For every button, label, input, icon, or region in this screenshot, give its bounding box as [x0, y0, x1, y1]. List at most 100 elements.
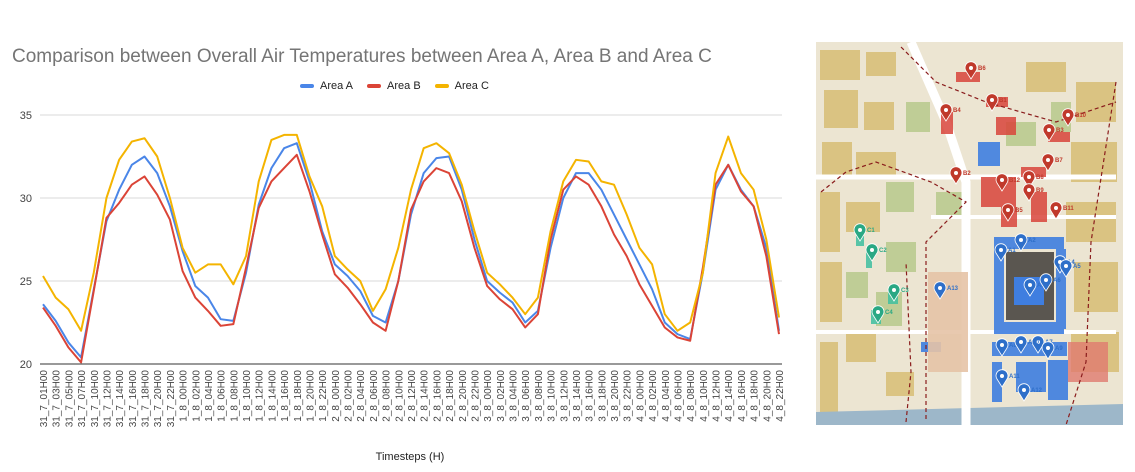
x-tick-label: 2_8_10H00: [394, 370, 405, 422]
map-marker-a6: A6: [1039, 273, 1061, 292]
map-marker-b4: B4: [939, 103, 961, 122]
map-marker-c4: C4: [871, 305, 893, 324]
map-marker-a2: A2: [1014, 233, 1036, 252]
map-marker-b6: B6: [964, 61, 986, 80]
svg-text:B7: B7: [1055, 158, 1063, 164]
legend-item-area-b[interactable]: Area B: [367, 80, 421, 92]
map-marker-a9: A9: [1041, 341, 1063, 360]
map-marker-a12: A12: [1017, 383, 1043, 402]
x-tick-label: 4_8_20H00: [762, 370, 773, 422]
y-tick-label: 35: [20, 110, 32, 122]
svg-text:A5: A5: [1073, 264, 1081, 270]
map-marker-b2: B2: [949, 166, 971, 185]
legend-swatch-area-c: [434, 84, 449, 88]
site-map-image: B6B1B4B10B3B2B7B12B11B8B5B9A1A2A3A4A5A6A…: [816, 42, 1123, 425]
y-tick-label: 30: [20, 193, 32, 205]
svg-text:B3: B3: [1056, 128, 1064, 134]
x-tick-label: 4_8_10H00: [699, 370, 710, 422]
x-tick-label: 3_8_00H00: [483, 370, 494, 422]
map-marker-c1: C1: [853, 223, 875, 242]
x-tick-label: 3_8_20H00: [610, 370, 621, 422]
legend-label-area-a: Area A: [320, 80, 354, 92]
svg-text:C4: C4: [885, 310, 893, 316]
svg-text:A10: A10: [1028, 340, 1040, 346]
map-marker-a1: A1: [994, 243, 1016, 262]
svg-text:C1: C1: [867, 228, 875, 234]
x-tick-label: 3_8_10H00: [547, 370, 558, 422]
grid-lines: [40, 114, 782, 365]
svg-text:A2: A2: [1028, 238, 1036, 244]
x-tick-label: 4_8_14H00: [724, 370, 735, 422]
x-axis-title: Timesteps (H): [375, 451, 445, 463]
site-map-drawing: B6B1B4B10B3B2B7B12B11B8B5B9A1A2A3A4A5A6A…: [816, 42, 1123, 425]
svg-text:A6: A6: [1053, 278, 1061, 284]
x-tick-label: 4_8_12H00: [712, 370, 723, 422]
x-tick-label: 2_8_02H00: [344, 370, 355, 422]
x-tick-label: 31_7_16H00: [128, 370, 139, 428]
svg-text:A11: A11: [1009, 374, 1020, 380]
x-tick-label: 2_8_12H00: [407, 370, 418, 422]
x-tick-label: 3_8_06H00: [521, 370, 532, 422]
series-lines: [42, 133, 780, 364]
x-tick-label: 2_8_00H00: [331, 370, 342, 422]
chart-title: Comparison between Overall Air Temperatu…: [12, 46, 712, 67]
svg-text:A1: A1: [1008, 248, 1016, 254]
x-tick-label: 1_8_16H00: [280, 370, 291, 422]
x-tick-label: 3_8_02H00: [496, 370, 507, 422]
x-tick-label: 31_7_05H00: [64, 370, 75, 428]
x-tick-label: 4_8_22H00: [775, 370, 786, 422]
x-tick-label: 4_8_18H00: [750, 370, 761, 422]
x-tick-label: 2_8_18H00: [445, 370, 456, 422]
legend-swatch-area-b: [367, 84, 382, 88]
legend-item-area-c[interactable]: Area C: [434, 80, 489, 92]
x-tick-label: 31_7_03H00: [52, 370, 63, 428]
series-line-area-c[interactable]: [42, 133, 780, 332]
map-marker-c2: C2: [865, 243, 887, 262]
map-marker-b11: B11: [1049, 201, 1074, 220]
map-marker-b3: B3: [1042, 123, 1064, 142]
svg-text:B8: B8: [1036, 175, 1044, 181]
svg-text:A9: A9: [1055, 346, 1063, 352]
svg-text:A3: A3: [1037, 283, 1045, 289]
legend-item-area-a[interactable]: Area A: [300, 80, 353, 92]
series-line-area-b[interactable]: [42, 153, 780, 364]
x-tick-label: 1_8_12H00: [255, 370, 266, 422]
x-tick-label: 1_8_10H00: [242, 370, 253, 422]
x-axis-ticks: 31_7_01H00 31_7_03H00 31_7_05H00 31_7_07H00…: [39, 370, 786, 428]
svg-text:B12: B12: [1009, 178, 1021, 184]
map-marker-b10: B10: [1061, 108, 1087, 127]
svg-text:A13: A13: [947, 286, 959, 292]
x-tick-label: 1_8_04H00: [204, 370, 215, 422]
x-tick-label: 4_8_16H00: [737, 370, 748, 422]
x-tick-label: 1_8_14H00: [267, 370, 278, 422]
map-marker-a10: A10: [1014, 335, 1040, 354]
map-marker-a13: A13: [933, 281, 959, 300]
map-marker-c3: C3: [887, 283, 909, 302]
x-tick-label: 31_7_01H00: [39, 370, 50, 428]
x-tick-label: 2_8_08H00: [382, 370, 393, 422]
svg-text:B4: B4: [953, 108, 961, 114]
x-tick-label: 31_7_14H00: [115, 370, 126, 428]
y-tick-label: 25: [20, 276, 32, 288]
legend-label-area-c: Area C: [454, 80, 489, 92]
map-marker-b7: B7: [1041, 153, 1063, 172]
series-line-area-a[interactable]: [42, 142, 780, 359]
x-tick-label: 1_8_20H00: [305, 370, 316, 422]
x-tick-label: 3_8_22H00: [623, 370, 634, 422]
map-marker-a11: A11: [995, 369, 1020, 388]
x-tick-label: 4_8_00H00: [635, 370, 646, 422]
x-tick-label: 3_8_08H00: [534, 370, 545, 422]
x-tick-label: 2_8_16H00: [432, 370, 443, 422]
map-marker-b9: B9: [1022, 183, 1044, 202]
x-tick-label: 3_8_18H00: [597, 370, 608, 422]
x-tick-label: 4_8_06H00: [673, 370, 684, 422]
x-tick-label: 4_8_02H00: [648, 370, 659, 422]
x-tick-label: 31_7_07H00: [77, 370, 88, 428]
x-tick-label: 31_7_18H00: [141, 370, 152, 428]
chart-legend: Area A Area B Area C: [300, 80, 489, 92]
x-tick-label: 1_8_02H00: [191, 370, 202, 422]
x-tick-label: 2_8_20H00: [458, 370, 469, 422]
x-tick-label: 2_8_06H00: [369, 370, 380, 422]
x-tick-label: 31_7_22H00: [166, 370, 177, 428]
